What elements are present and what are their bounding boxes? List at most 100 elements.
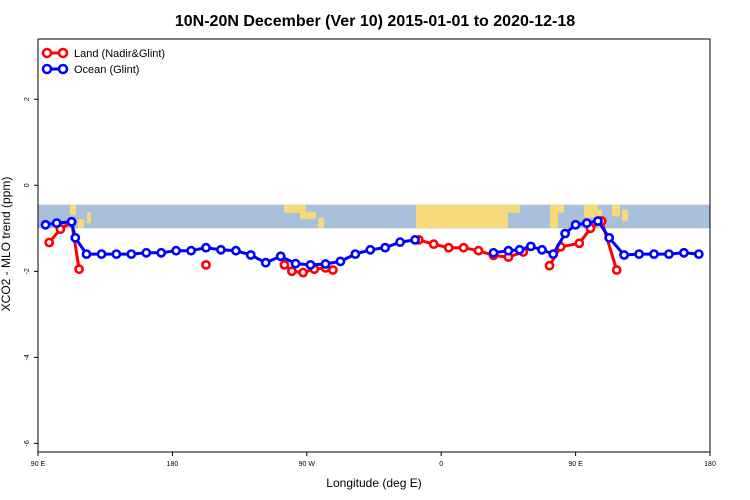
map-land [584,204,598,218]
data-point [395,237,405,247]
data-point [634,249,644,259]
data-point [619,250,629,260]
x-tick-label: 90 E [568,461,583,468]
data-point [74,264,84,275]
map-land [318,217,324,229]
data-point [51,218,62,228]
data-point [40,219,51,230]
data-point [574,238,585,249]
legend-label-ocean: Ocean (Glint) [74,64,139,76]
map-land [87,211,91,224]
legend-marker-ocean [57,63,69,75]
data-point [201,259,211,270]
data-point [230,245,241,256]
legend-label-land: Land (Nadir&Glint) [74,48,165,60]
data-point [350,249,361,259]
map-land [284,204,306,213]
map-land [416,204,508,229]
plot-frame [37,38,711,453]
data-point [81,249,92,259]
data-point [514,244,525,255]
data-point [320,259,331,269]
data-point [611,265,622,275]
series-ocean [40,216,704,270]
data-point [380,242,391,253]
data-point [96,249,107,259]
data-point [298,267,308,278]
data-point [245,250,256,260]
data-point [156,247,167,258]
y-axis: 2 0 -2 -4 -6 [24,97,38,447]
data-point [679,247,689,258]
legend-entry-land: Land (Nadir&Glint) [41,47,165,60]
data-point [66,216,77,227]
data-point [260,257,271,268]
data-point [70,232,81,243]
data-point [503,245,514,256]
data-point [581,218,592,228]
data-point [570,219,581,230]
data-point [327,265,338,275]
y-tick-label: 0 [24,183,31,187]
legend-entry-ocean: Ocean (Glint) [41,63,139,76]
data-point [111,249,122,259]
y-tick-label: -2 [24,268,31,274]
x-tick-label: 90 W [299,461,316,468]
data-point [126,249,137,259]
data-point [305,259,316,270]
data-point [286,266,297,277]
data-point [290,258,301,269]
y-axis-label: XCO2 - MLO trend (ppm) [0,177,13,312]
y-tick-label: -4 [24,354,31,360]
legend-marker-ocean [41,63,53,75]
world-map-band [38,204,710,229]
data-point [458,242,469,253]
x-tick-label: 90 E [31,461,46,468]
chart-title: 10N-20N December (Ver 10) 2015-01-01 to … [175,13,575,30]
data-point [537,244,547,255]
legend-marker-land [57,47,69,59]
data-point [279,259,290,270]
map-land [70,204,76,216]
data-point [275,251,286,262]
x-axis-label: Longitude (deg E) [326,476,421,490]
map-land [558,204,564,213]
data-point [443,242,454,253]
data-point [525,241,536,252]
data-point [593,216,603,226]
data-point [693,249,704,259]
data-point [215,244,226,255]
series-layer [40,216,704,278]
data-point [649,249,659,259]
data-point [428,239,439,250]
y-tick-label: -6 [24,440,31,446]
data-point [201,242,211,253]
y-tick-label: 2 [24,97,31,101]
x-tick-label: 180 [167,461,179,468]
map-land [622,209,628,222]
data-point [604,232,615,243]
series-line [48,220,81,270]
data-point [141,247,152,258]
data-point [488,247,499,258]
map-land [550,204,558,229]
legend-marker-land [41,47,53,59]
data-point [664,249,674,259]
x-tick-label: 180 [704,461,716,468]
data-point [560,228,570,239]
map-land [78,218,84,229]
map-land [612,204,620,217]
legend: Land (Nadir&Glint) Ocean (Glint) [41,47,165,76]
x-axis: 90 E 180 90 W 0 90 E 180 [31,452,716,468]
map-land [300,211,316,219]
data-point [365,244,376,255]
data-point [44,237,55,248]
data-point [410,234,420,245]
data-point [544,260,555,271]
data-point [186,245,196,256]
map-land [508,204,520,213]
data-point [548,249,559,259]
x-tick-label: 0 [439,461,443,468]
data-point [335,256,346,267]
